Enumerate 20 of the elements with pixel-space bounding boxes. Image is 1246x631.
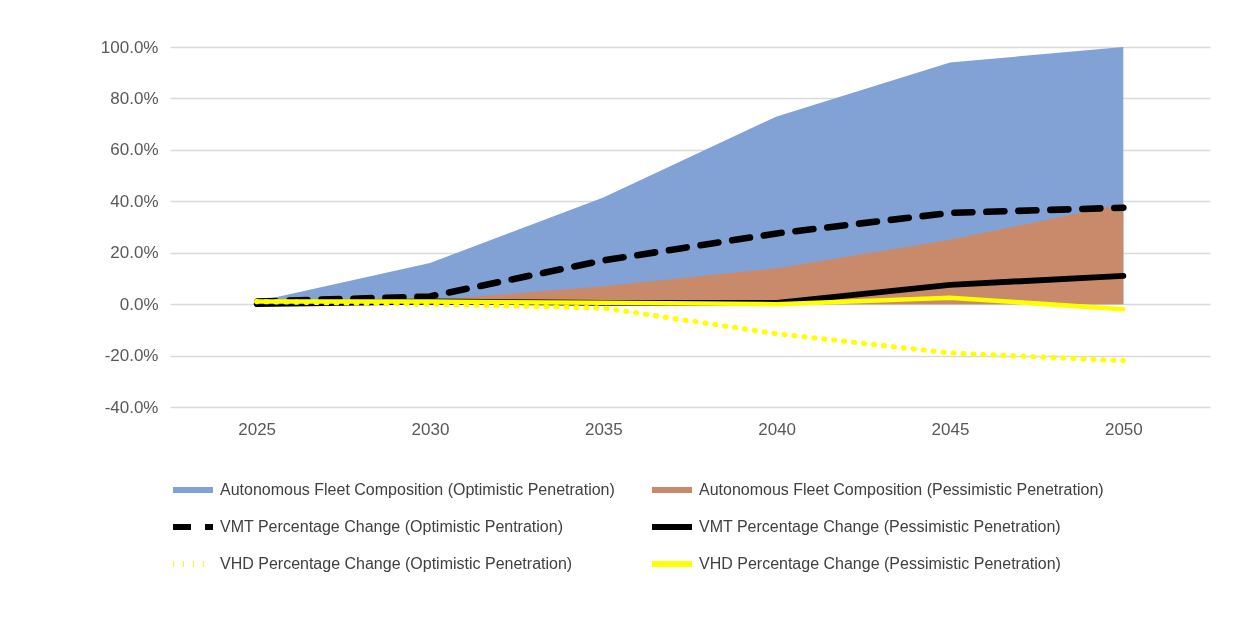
y-tick-label: 40.0% — [110, 191, 159, 211]
y-tick-label: 80.0% — [110, 88, 159, 108]
y-tick-label: 0.0% — [119, 294, 159, 314]
x-tick-label: 2050 — [1104, 419, 1143, 439]
x-tick-label: 2040 — [758, 419, 797, 439]
x-tick-label: 2045 — [931, 419, 970, 439]
y-tick-label: -40.0% — [104, 397, 159, 417]
legend-label: VHD Percentage Change (Optimistic Penetration) — [220, 555, 573, 572]
y-tick-label: 100.0% — [100, 37, 159, 57]
legend-label: Autonomous Fleet Composition (Optimistic Penetration) — [220, 481, 615, 498]
x-tick-label: 2025 — [238, 419, 277, 439]
x-tick-label: 2030 — [411, 419, 450, 439]
legend-label: VMT Percentage Change (Pessimistic Penetration) — [699, 518, 1061, 535]
y-tick-label: 20.0% — [110, 243, 159, 263]
legend-label: VMT Percentage Change (Optimistic Pentration) — [220, 518, 563, 535]
x-tick-label: 2035 — [584, 419, 623, 439]
legend-label: VHD Percentage Change (Pessimistic Penetration) — [699, 555, 1061, 572]
y-tick-label: -20.0% — [104, 346, 159, 366]
legend-label: Autonomous Fleet Composition (Pessimistic Penetration) — [699, 481, 1104, 498]
y-tick-label: 60.0% — [110, 140, 159, 160]
